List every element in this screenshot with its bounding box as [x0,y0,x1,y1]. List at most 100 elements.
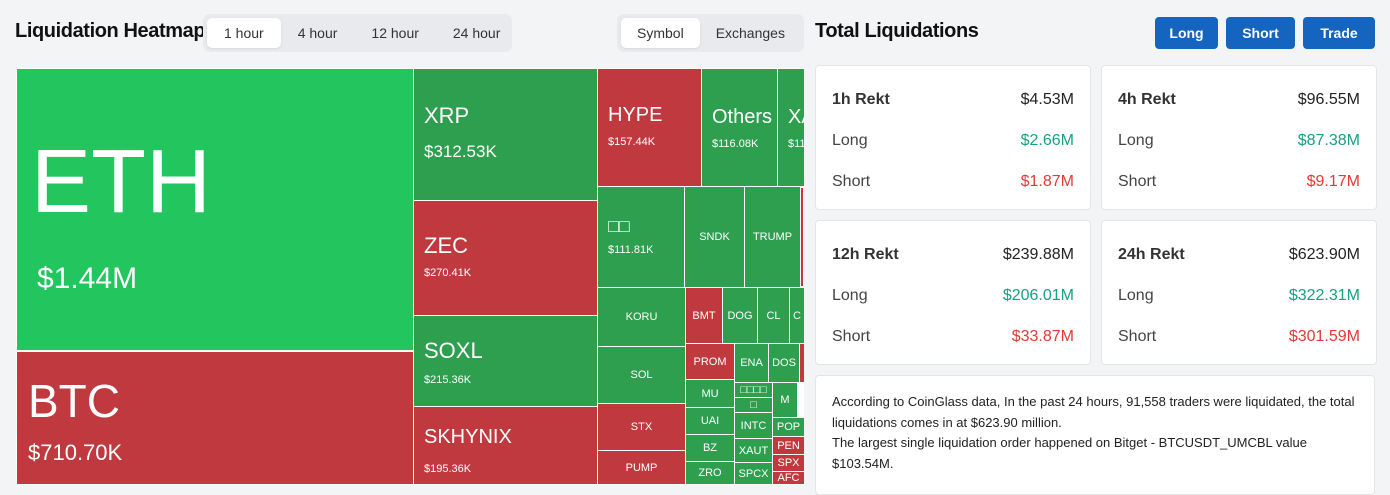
tile-symbol: ZEC [424,233,468,258]
tile-symbol: Others [712,106,773,128]
treemap-tile-glyph[interactable]: □ [734,397,773,413]
tile-symbol: AFC [777,472,800,484]
treemap-tile-btc[interactable]: BTC $710.70K [16,351,414,485]
treemap-tile-trump[interactable]: TRUMP [744,186,801,288]
tile-symbol: DOG [727,309,753,322]
tile-symbol: DOS [772,357,796,369]
tile-symbol: KORU [625,311,658,323]
tile-symbol: ZRO [698,467,722,479]
liquidation-treemap: ETH $1.44M BTC $710.70K XRP $312.53K ZEC $270.4… [16,68,804,485]
long-label: Long [832,287,868,304]
treemap-tile-dos[interactable]: DOS [768,343,800,383]
tile-symbol: SOXL [424,338,483,363]
rekt-card-1h: 1h Rekt $4.53M Long $2.66M Short $1.87M [815,65,1091,210]
short-button[interactable]: Short [1226,17,1295,49]
treemap-tile-bz[interactable]: BZ [685,434,735,462]
long-label: Long [832,132,868,149]
tile-value: $116.08K [712,138,759,150]
period-label: 24h Rekt [1118,246,1185,263]
treemap-tile-pump[interactable]: PUMP [597,450,686,485]
treemap-tile-cl[interactable]: CL [757,287,790,344]
total-value: $623.90M [1288,246,1360,263]
treemap-tile-glyph[interactable]: □□ $111.81K [597,186,685,288]
tile-symbol: ETH [31,132,211,232]
view-exchanges[interactable]: Exchanges [715,25,785,41]
tile-symbol: INTC [740,419,767,432]
treemap-tile-xa[interactable]: XA $11 [777,68,804,187]
tile-value: $111.81K [608,244,654,256]
tile-symbol: XRP [424,103,470,128]
tile-symbol: MU [701,387,719,400]
tile-symbol: UAI [700,415,720,427]
treemap-tile-eth[interactable]: ETH $1.44M [16,68,414,351]
treemap-tile-blank[interactable] [799,343,804,383]
summary-line-1: According to CoinGlass data, In the past… [832,394,1355,430]
total-value: $96.55M [1297,91,1360,108]
treemap-tile-stx[interactable]: STX [597,403,686,451]
tile-value: $270.41K [424,267,472,279]
total-liquidations-title: Total Liquidations [815,20,979,42]
treemap-tile-glyph[interactable]: □□□□ [734,382,773,398]
treemap-tile-koru[interactable]: KORU [597,287,686,347]
short-value: $33.87M [1011,328,1074,345]
treemap-tile-xaut[interactable]: XAUT [734,438,773,463]
long-value: $322.31M [1288,287,1360,304]
treemap-tile-skhynix[interactable]: SKHYNIX $195.36K [413,406,598,485]
treemap-tile-prom[interactable]: PROM [685,343,735,380]
timeframe-12-hour[interactable]: 12 hour [371,25,419,41]
tile-value: $157.44K [608,136,656,148]
short-label: Short [1118,173,1157,190]
tile-symbol: SNDK [699,231,730,243]
tile-value: $195.36K [424,463,472,475]
timeframe-4-hour[interactable]: 4 hour [297,25,338,41]
treemap-tile-sndk[interactable]: SNDK [684,186,745,288]
treemap-tile-zro[interactable]: ZRO [685,461,735,485]
treemap-tile-pop[interactable]: POP [772,417,804,437]
tile-symbol: SOL [630,369,653,381]
long-button[interactable]: Long [1155,17,1218,49]
rekt-card-24h: 24h Rekt $623.90M Long $322.31M Short $301.… [1101,220,1377,365]
timeframe-24-hour[interactable]: 24 hour [452,25,501,41]
treemap-tile-others[interactable]: Others $116.08K [701,68,778,187]
treemap-tile-c[interactable]: C [789,287,804,344]
treemap-tile-afc[interactable]: AFC [772,471,804,485]
tile-value: $710.70K [28,440,123,465]
short-value: $1.87M [1020,173,1074,190]
treemap-tile-spx[interactable]: SPX [772,454,804,472]
treemap-tile-soxl[interactable]: SOXL $215.36K [413,315,598,407]
timeframe-1-hour[interactable]: 1 hour [207,18,281,48]
tile-value: $312.53K [424,142,497,161]
treemap-tile-ena[interactable]: ENA [734,343,769,383]
treemap-tile-hype[interactable]: HYPE $157.44K [597,68,702,187]
long-value: $206.01M [1002,287,1074,304]
tile-symbol: BTC [28,375,120,427]
tile-symbol: □□ [608,216,630,236]
trade-button[interactable]: Trade [1303,17,1375,49]
period-label: 4h Rekt [1118,91,1176,108]
tile-value: $1.44M [37,262,138,295]
treemap-tile-sol[interactable]: SOL [597,346,686,404]
treemap-tile-pen[interactable]: PEN [772,436,804,455]
treemap-tile-intc[interactable]: INTC [734,412,773,439]
long-value: $87.38M [1297,132,1360,149]
treemap-tile-dog[interactable]: DOG [722,287,758,344]
short-label: Short [832,328,871,345]
rekt-card-4h: 4h Rekt $96.55M Long $87.38M Short $9.17M [1101,65,1377,210]
treemap-tile-mu[interactable]: MU [685,379,735,408]
short-value: $9.17M [1306,173,1360,190]
treemap-tile-spcx[interactable]: SPCX [734,462,773,485]
treemap-tile-xrp[interactable]: XRP $312.53K [413,68,598,201]
treemap-tile-uai[interactable]: UAI [685,407,735,435]
treemap-tile-zec[interactable]: ZEC $270.41K [413,200,598,316]
treemap-tile-bmt[interactable]: BMT [685,287,723,344]
long-label: Long [1118,287,1154,304]
tile-symbol: SKHYNIX [424,426,512,448]
tile-symbol: M [780,394,790,406]
tile-symbol: SPCX [738,467,769,480]
treemap-tile-m[interactable]: M [772,382,798,418]
tile-value: $215.36K [424,374,472,386]
tile-symbol: CL [766,309,781,322]
view-symbol[interactable]: Symbol [621,18,700,48]
tile-symbol: C [793,309,801,322]
tile-symbol: PROM [693,355,727,368]
